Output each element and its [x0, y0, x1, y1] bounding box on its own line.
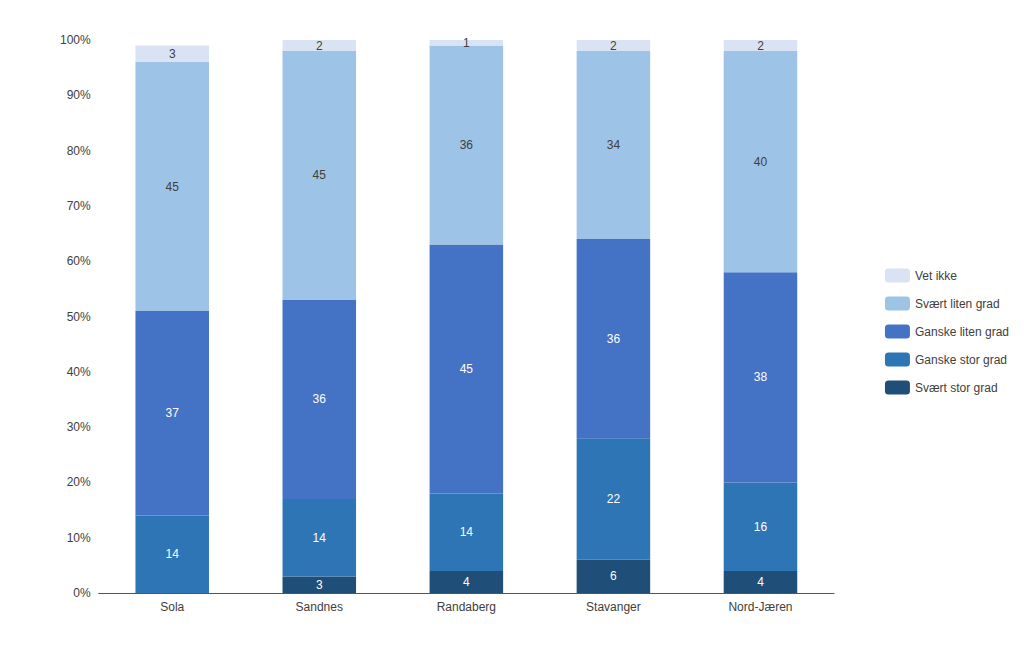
svg-text:40%: 40% [67, 365, 91, 379]
svg-text:3: 3 [169, 47, 176, 61]
svg-text:3: 3 [316, 578, 323, 592]
svg-text:40: 40 [754, 155, 768, 169]
svg-text:100%: 100% [60, 33, 91, 47]
svg-text:20%: 20% [67, 475, 91, 489]
svg-text:90%: 90% [67, 88, 91, 102]
svg-text:45: 45 [460, 362, 474, 376]
svg-text:2: 2 [316, 39, 323, 53]
svg-text:70%: 70% [67, 199, 91, 213]
svg-text:4: 4 [463, 575, 470, 589]
svg-text:4: 4 [757, 575, 764, 589]
svg-text:Svært liten grad: Svært liten grad [915, 297, 1000, 311]
svg-text:2: 2 [610, 39, 617, 53]
svg-text:36: 36 [313, 392, 327, 406]
svg-text:60%: 60% [67, 254, 91, 268]
svg-text:14: 14 [313, 531, 327, 545]
svg-text:80%: 80% [67, 144, 91, 158]
svg-text:1: 1 [463, 36, 470, 50]
svg-text:36: 36 [460, 138, 474, 152]
svg-text:Stavanger: Stavanger [586, 600, 641, 614]
svg-text:14: 14 [460, 525, 474, 539]
svg-text:34: 34 [607, 138, 621, 152]
svg-text:30%: 30% [67, 420, 91, 434]
svg-text:Ganske stor grad: Ganske stor grad [915, 353, 1007, 367]
svg-text:45: 45 [313, 168, 327, 182]
svg-text:14: 14 [166, 547, 180, 561]
svg-text:Sola: Sola [160, 600, 184, 614]
svg-text:38: 38 [754, 370, 768, 384]
svg-text:Sandnes: Sandnes [296, 600, 343, 614]
svg-text:45: 45 [166, 180, 180, 194]
svg-text:16: 16 [754, 520, 768, 534]
svg-text:0%: 0% [73, 586, 91, 600]
svg-text:Svært stor grad: Svært stor grad [915, 381, 998, 395]
svg-text:Ganske liten grad: Ganske liten grad [915, 325, 1009, 339]
svg-text:10%: 10% [67, 531, 91, 545]
svg-text:22: 22 [607, 492, 621, 506]
svg-text:6: 6 [610, 569, 617, 583]
svg-text:2: 2 [757, 39, 764, 53]
svg-text:Nord-Jæren: Nord-Jæren [728, 600, 792, 614]
svg-text:50%: 50% [67, 310, 91, 324]
svg-text:Randaberg: Randaberg [437, 600, 496, 614]
svg-text:36: 36 [607, 332, 621, 346]
svg-text:37: 37 [166, 406, 180, 420]
svg-text:Vet ikke: Vet ikke [915, 269, 957, 283]
